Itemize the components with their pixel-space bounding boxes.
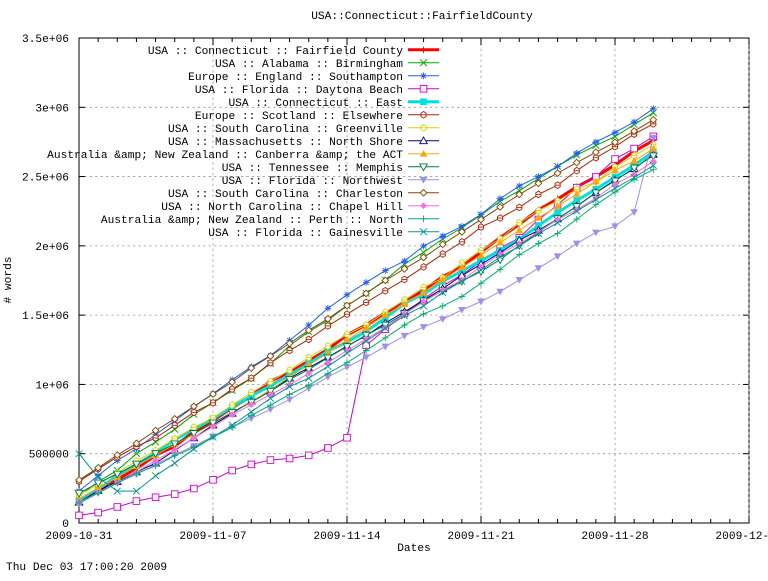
svg-text:Dates: Dates	[397, 543, 431, 555]
svg-text:2.5e+06: 2.5e+06	[22, 173, 69, 185]
svg-text:2009-11-28: 2009-11-28	[581, 531, 648, 543]
svg-text:USA::Connecticut::FairfieldCou: USA::Connecticut::FairfieldCounty	[311, 11, 533, 23]
svg-text:Australia &amp; New Zealand ::: Australia &amp; New Zealand :: Canberra …	[47, 150, 403, 162]
svg-text:USA :: Florida :: Gainesville: USA :: Florida :: Gainesville	[208, 228, 403, 240]
svg-text:2e+06: 2e+06	[35, 242, 69, 254]
svg-text:USA :: Florida :: Northwest: USA :: Florida :: Northwest	[222, 176, 403, 188]
svg-text:2009-10-31: 2009-10-31	[45, 531, 112, 543]
svg-text:1e+06: 1e+06	[35, 380, 69, 392]
svg-text:2009-12-05: 2009-12-05	[715, 531, 768, 543]
svg-text:Europe :: England :: Southampt: Europe :: England :: Southampton	[188, 72, 403, 84]
svg-text:Europe :: Scotland :: Elsewher: Europe :: Scotland :: Elsewhere	[195, 111, 403, 123]
svg-text:3e+06: 3e+06	[35, 103, 69, 115]
svg-text:Australia &amp; New Zealand ::: Australia &amp; New Zealand :: Perth :: …	[101, 215, 403, 227]
svg-text:3.5e+06: 3.5e+06	[22, 34, 69, 46]
svg-text:1.5e+06: 1.5e+06	[22, 311, 69, 323]
svg-text:USA :: Alabama :: Birmingham: USA :: Alabama :: Birmingham	[215, 59, 403, 71]
svg-text:500000: 500000	[29, 450, 70, 462]
svg-text:2009-11-14: 2009-11-14	[313, 531, 380, 543]
svg-text:0: 0	[62, 519, 69, 531]
svg-text:USA :: Connecticut :: East: USA :: Connecticut :: East	[228, 98, 403, 110]
svg-text:USA :: Connecticut :: Fairfiel: USA :: Connecticut :: Fairfield County	[148, 46, 403, 58]
svg-text:USA :: Tennessee :: Memphis: USA :: Tennessee :: Memphis	[222, 163, 403, 175]
svg-text:Thu Dec 03 17:00:20 2009: Thu Dec 03 17:00:20 2009	[6, 562, 167, 574]
svg-text:USA :: Florida :: Daytona Beac: USA :: Florida :: Daytona Beach	[195, 85, 403, 97]
svg-text:USA :: South Carolina :: Charl: USA :: South Carolina :: Charleston	[168, 189, 403, 201]
svg-text:# words: # words	[3, 257, 15, 304]
svg-text:2009-11-07: 2009-11-07	[179, 531, 246, 543]
svg-text:2009-11-21: 2009-11-21	[447, 531, 514, 543]
svg-text:USA :: North Carolina :: Chape: USA :: North Carolina :: Chapel Hill	[161, 202, 403, 214]
svg-text:USA :: South Carolina :: Green: USA :: South Carolina :: Greenville	[168, 124, 403, 136]
svg-text:USA :: Massachusetts :: North: USA :: Massachusetts :: North Shore	[168, 137, 403, 149]
